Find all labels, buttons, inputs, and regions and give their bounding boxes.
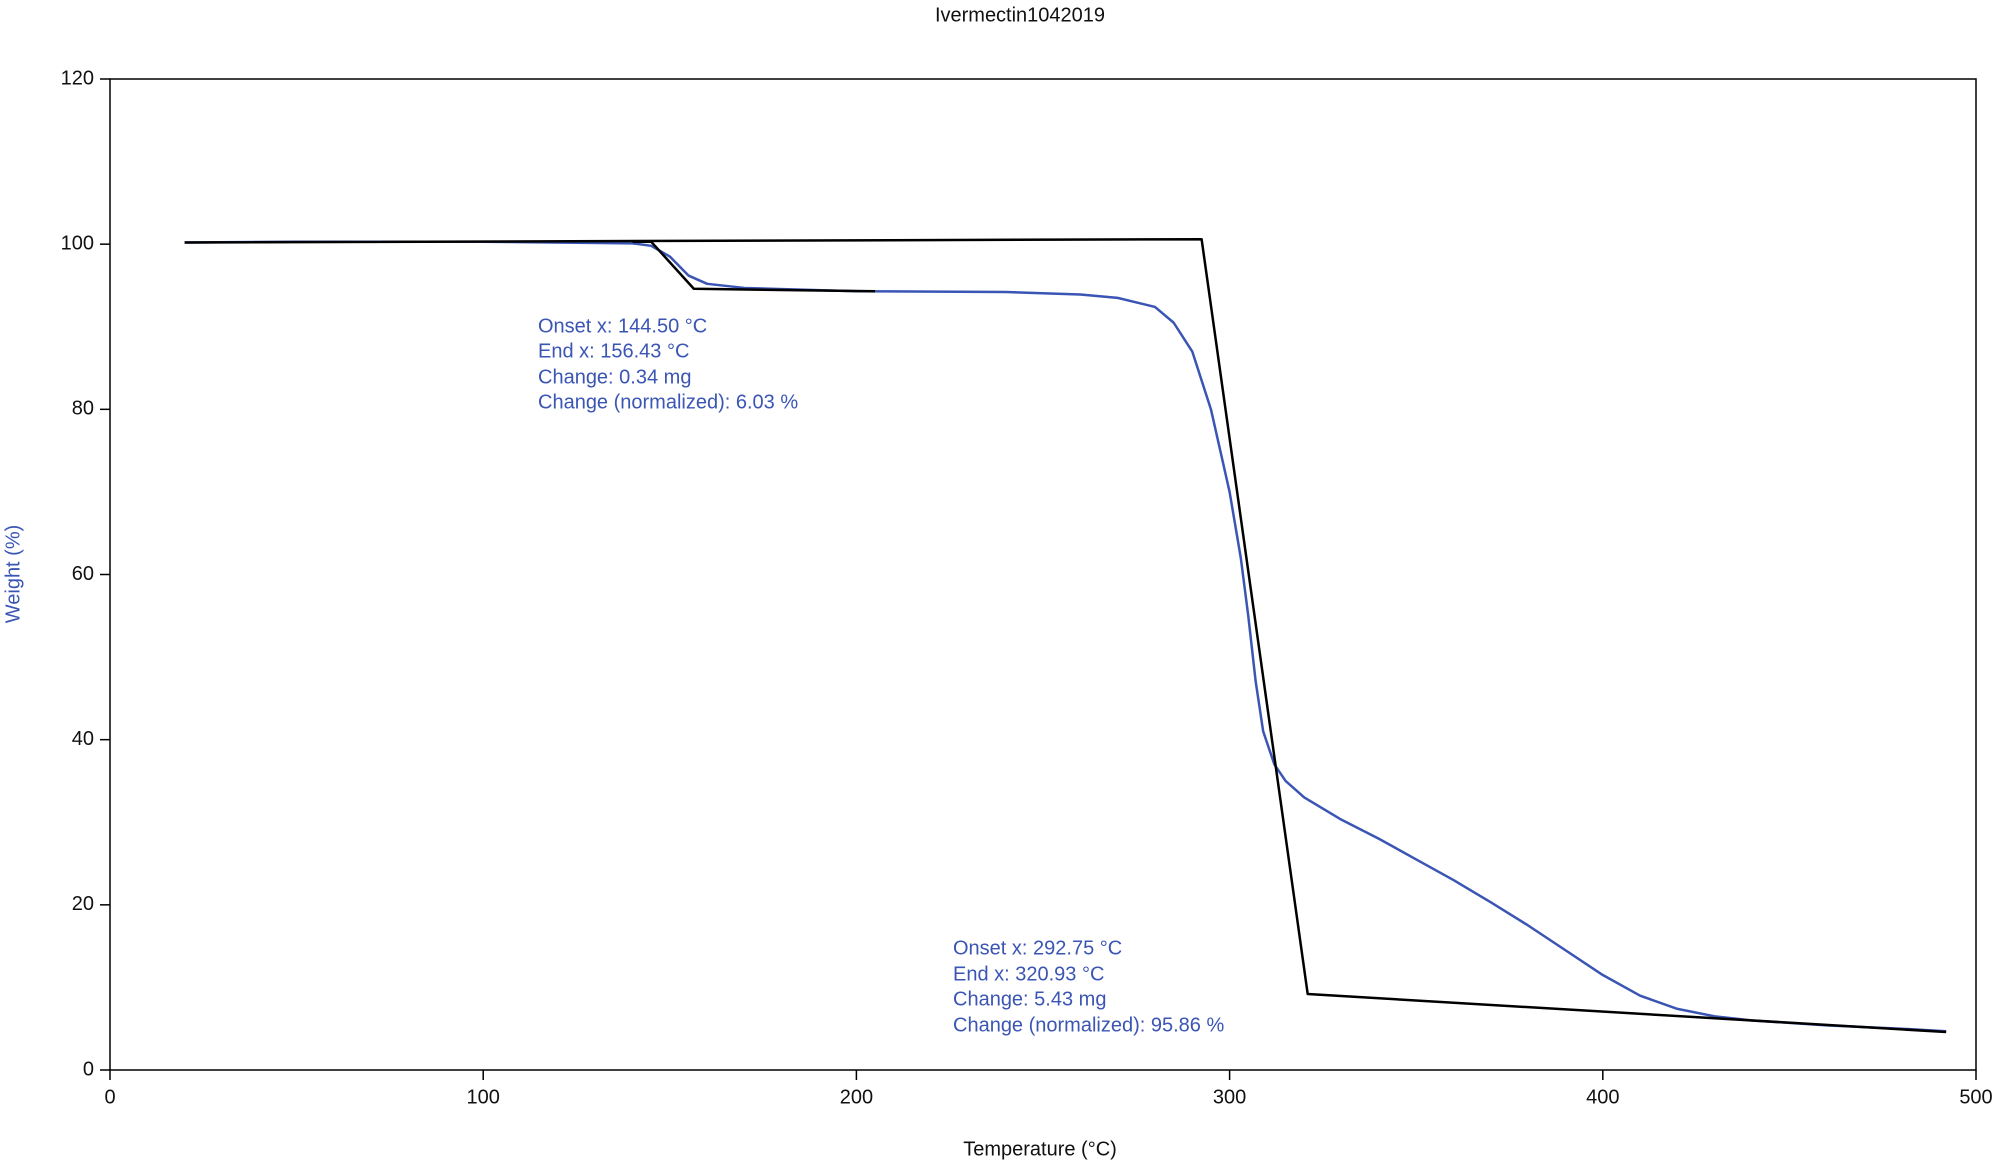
y-tick-label: 40 xyxy=(72,728,94,750)
x-tick-label: 500 xyxy=(1959,1086,1992,1108)
chart-title: Ivermectin1042019 xyxy=(935,4,1105,26)
x-tick-label: 100 xyxy=(467,1086,500,1108)
x-tick-label: 400 xyxy=(1586,1086,1619,1108)
annotation-text: Onset x: 292.75 °C xyxy=(953,937,1122,959)
annotation-text: Change: 5.43 mg xyxy=(953,988,1106,1010)
annotation-text: Onset x: 144.50 °C xyxy=(538,315,707,337)
y-tick-label: 0 xyxy=(83,1058,94,1080)
annotation-text: End x: 320.93 °C xyxy=(953,963,1104,985)
plot-frame xyxy=(109,78,1977,1071)
data-line xyxy=(184,237,1947,1034)
data-line xyxy=(632,240,876,293)
x-tick-label: 300 xyxy=(1213,1086,1246,1108)
y-axis-label: Weight (%) xyxy=(2,525,24,624)
annotation-text: End x: 156.43 °C xyxy=(538,340,689,362)
annotation-text: Change (normalized): 6.03 % xyxy=(538,391,798,413)
y-tick-label: 120 xyxy=(61,67,94,89)
annotation: Onset x: 292.75 °C End x: 320.93 °C Chan… xyxy=(953,937,1224,1036)
x-tick-label: 0 xyxy=(104,1086,115,1108)
x-axis-label: Temperature (°C) xyxy=(963,1138,1117,1160)
annotation: Onset x: 144.50 °C End x: 156.43 °C Chan… xyxy=(538,315,798,413)
y-tick-label: 100 xyxy=(61,232,94,254)
data-line xyxy=(184,240,1947,1033)
y-tick-label: 60 xyxy=(72,563,94,585)
annotation-text: Change (normalized): 95.86 % xyxy=(953,1014,1224,1036)
x-tick-label: 200 xyxy=(840,1086,873,1108)
y-tick-label: 20 xyxy=(72,893,94,915)
y-tick-label: 80 xyxy=(72,398,94,420)
annotation-text: Change: 0.34 mg xyxy=(538,366,691,388)
